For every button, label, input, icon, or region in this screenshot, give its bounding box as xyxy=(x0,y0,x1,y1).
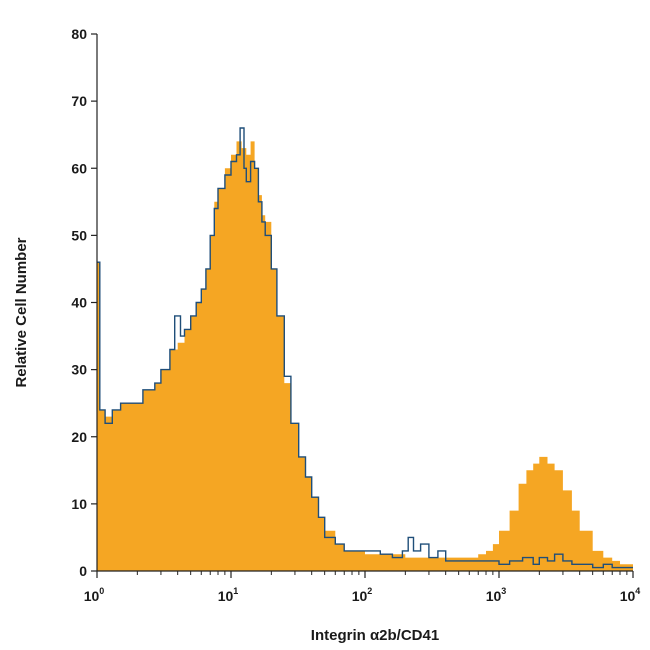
y-axis-ticks: 0 10 20 30 40 50 60 70 80 xyxy=(71,26,97,579)
x-tick-label: 103 xyxy=(486,586,507,604)
plot-area xyxy=(97,127,633,571)
y-tick-label: 50 xyxy=(71,227,87,243)
y-tick-label: 20 xyxy=(71,429,87,445)
x-axis-title: Integrin α2b/CD41 xyxy=(311,627,439,644)
y-tick-label: 30 xyxy=(71,362,87,378)
y-axis-title: Relative Cell Number xyxy=(13,237,30,387)
x-tick-label: 104 xyxy=(620,586,641,604)
x-tick-label: 102 xyxy=(352,586,373,604)
y-tick-label: 70 xyxy=(71,93,87,109)
y-tick-label: 60 xyxy=(71,160,87,176)
histogram-outline-series xyxy=(97,127,633,569)
y-tick-label: 40 xyxy=(71,295,87,311)
histogram-filled-series xyxy=(97,141,633,571)
x-axis-ticks: 100 101 102 103 104 xyxy=(84,571,641,604)
y-tick-label: 0 xyxy=(79,563,87,579)
x-tick-label: 100 xyxy=(84,586,105,604)
y-tick-label: 80 xyxy=(71,26,87,42)
y-tick-label: 10 xyxy=(71,496,87,512)
x-tick-label: 101 xyxy=(218,586,239,604)
